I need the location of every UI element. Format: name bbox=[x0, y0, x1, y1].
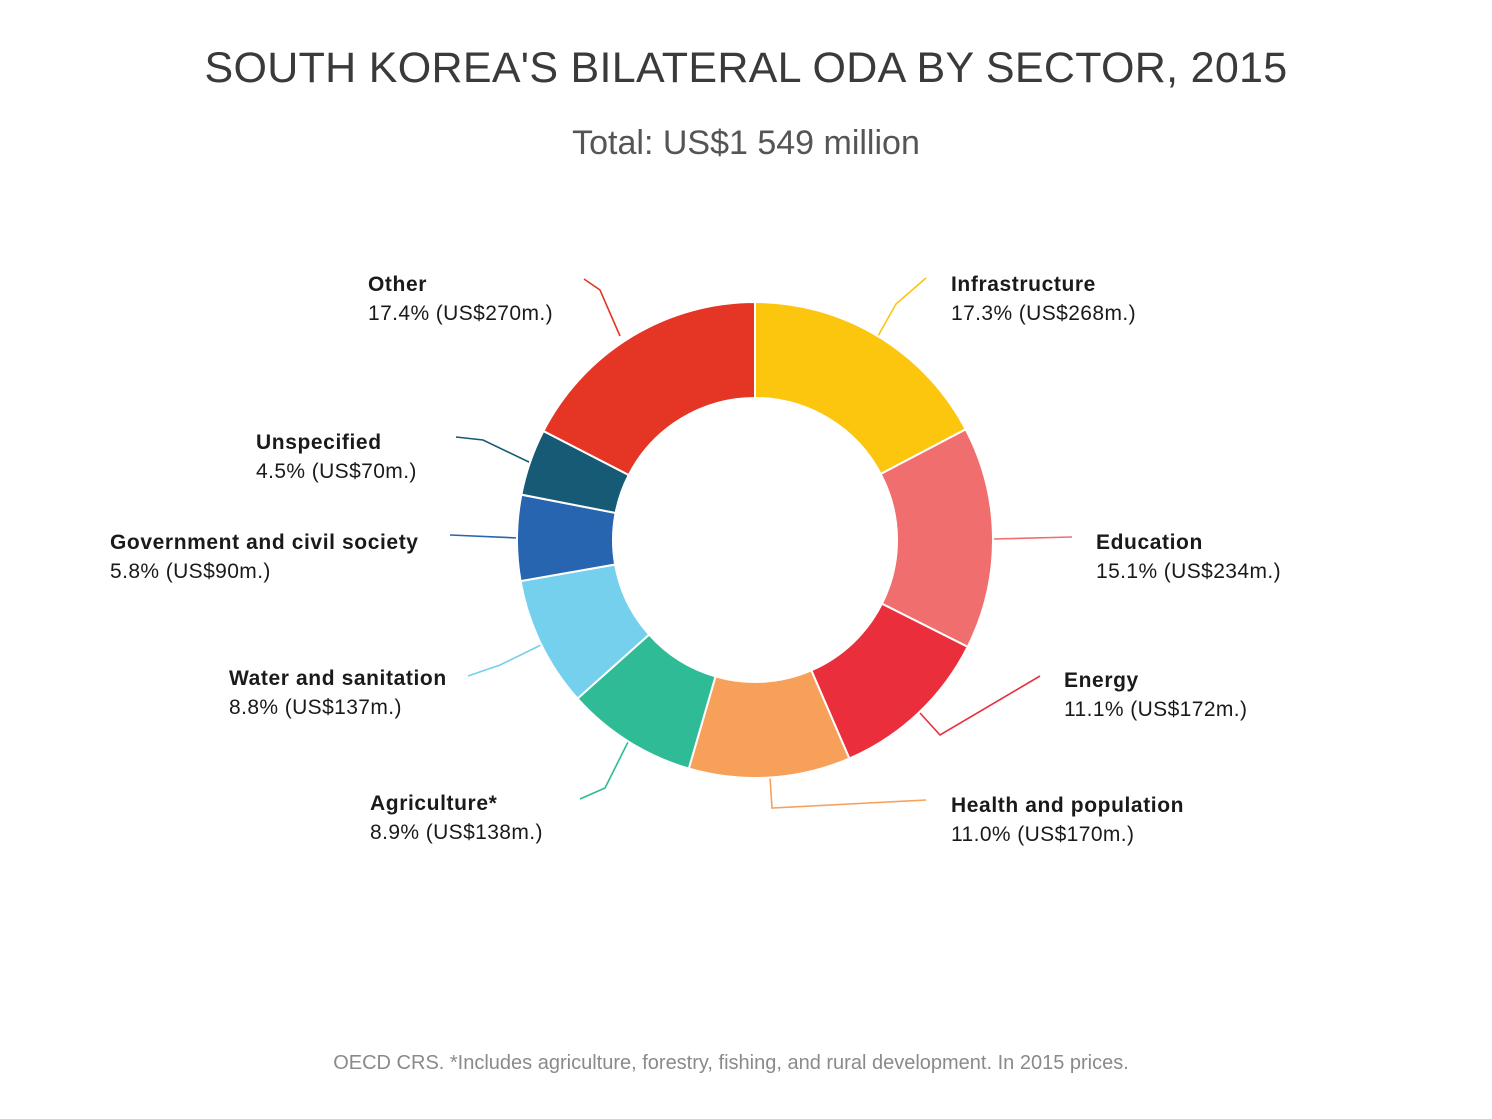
label-name-infrastructure: Infrastructure bbox=[951, 273, 1096, 296]
leader-lines bbox=[449, 277, 1073, 809]
leader-line-unspecified bbox=[455, 436, 532, 464]
slice-other bbox=[542, 300, 756, 477]
label-value-energy: 11.1% (US$172m.) bbox=[1064, 698, 1248, 721]
label-value-government-and-civil-society: 5.8% (US$90m.) bbox=[110, 560, 271, 583]
label-name-agriculture: Agriculture* bbox=[370, 792, 498, 815]
leader-line-water-and-sanitation bbox=[467, 643, 544, 677]
label-energy: Energy 11.1% (US$172m.) bbox=[1064, 666, 1247, 724]
label-name-other: Other bbox=[368, 273, 428, 296]
label-unspecified: Unspecified 4.5% (US$70m.) bbox=[256, 428, 417, 486]
leader-line-other bbox=[583, 278, 621, 337]
label-name-unspecified: Unspecified bbox=[256, 431, 382, 454]
label-other: Other 17.4% (US$270m.) bbox=[368, 270, 553, 328]
label-value-unspecified: 4.5% (US$70m.) bbox=[256, 460, 417, 483]
label-value-other: 17.4% (US$270m.) bbox=[368, 302, 553, 325]
leader-line-energy bbox=[919, 675, 1041, 737]
label-infrastructure: Infrastructure 17.3% (US$268m.) bbox=[951, 270, 1136, 328]
label-value-education: 15.1% (US$234m.) bbox=[1096, 560, 1281, 583]
label-name-education: Education bbox=[1096, 531, 1203, 554]
label-water-and-sanitation: Water and sanitation 8.8% (US$137m.) bbox=[229, 664, 447, 722]
slice-infrastructure bbox=[754, 300, 968, 476]
chart-title: SOUTH KOREA'S BILATERAL ODA BY SECTOR, 2… bbox=[204, 44, 1288, 92]
label-name-energy: Energy bbox=[1064, 669, 1139, 692]
label-value-agriculture: 8.9% (US$138m.) bbox=[370, 821, 543, 844]
leader-line-agriculture bbox=[579, 741, 629, 800]
label-name-water-and-sanitation: Water and sanitation bbox=[229, 667, 447, 690]
chart-subtitle: Total: US$1 549 million bbox=[572, 124, 920, 162]
label-name-government-and-civil-society: Government and civil society bbox=[110, 531, 419, 554]
leader-line-education bbox=[992, 536, 1073, 540]
label-government-and-civil-society: Government and civil society 5.8% (US$90m… bbox=[110, 528, 419, 586]
label-health-and-population: Health and population 11.0% (US$170m.) bbox=[951, 791, 1184, 849]
label-value-infrastructure: 17.3% (US$268m.) bbox=[951, 302, 1136, 325]
leader-line-government-and-civil-society bbox=[449, 534, 519, 539]
label-name-health-and-population: Health and population bbox=[951, 794, 1185, 817]
label-value-health-and-population: 11.0% (US$170m.) bbox=[951, 823, 1135, 846]
label-value-water-and-sanitation: 8.8% (US$137m.) bbox=[229, 696, 402, 719]
leader-line-health-and-population bbox=[769, 776, 927, 809]
label-education: Education 15.1% (US$234m.) bbox=[1096, 528, 1281, 586]
label-agriculture: Agriculture* 8.9% (US$138m.) bbox=[370, 789, 543, 847]
chart-source-note: OECD CRS. *Includes agriculture, forestr… bbox=[333, 1052, 1129, 1074]
leader-line-infrastructure bbox=[877, 277, 927, 337]
donut-slices bbox=[516, 300, 994, 779]
